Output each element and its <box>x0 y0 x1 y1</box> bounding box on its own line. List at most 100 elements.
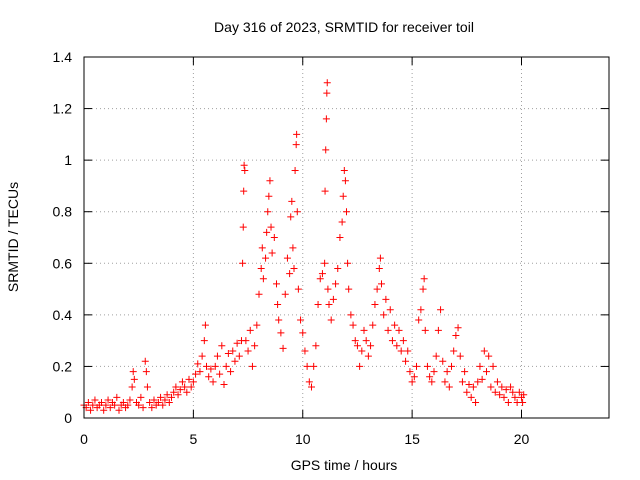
data-point <box>273 280 280 288</box>
y-tick-label: 1.4 <box>53 49 73 65</box>
data-point <box>507 383 515 391</box>
data-point <box>161 396 169 404</box>
data-point <box>174 391 182 399</box>
data-point <box>218 342 226 350</box>
data-point <box>104 396 112 404</box>
data-point <box>469 383 477 391</box>
data-point <box>395 326 403 334</box>
data-point <box>187 383 195 391</box>
data-point <box>258 244 266 252</box>
data-point <box>439 357 447 365</box>
y-tick-label: 0.8 <box>53 204 73 220</box>
data-point <box>124 401 132 409</box>
data-point <box>351 337 359 345</box>
data-point <box>240 161 248 169</box>
data-point <box>229 347 237 355</box>
data-point <box>415 316 423 324</box>
data-point <box>239 259 247 267</box>
data-point <box>293 130 301 138</box>
data-point <box>371 301 379 309</box>
data-point <box>458 378 466 386</box>
data-point <box>325 301 333 309</box>
data-point <box>248 362 256 370</box>
data-point <box>84 399 92 407</box>
data-point <box>480 347 488 355</box>
data-point <box>87 406 95 414</box>
data-point <box>340 166 348 174</box>
data-point <box>434 326 442 334</box>
data-point <box>310 362 318 370</box>
data-point <box>264 208 272 216</box>
data-point <box>493 378 501 386</box>
data-point <box>165 399 173 407</box>
data-point <box>465 380 473 388</box>
data-point <box>294 285 302 293</box>
data-point <box>347 311 355 319</box>
data-point <box>293 208 301 216</box>
data-point <box>150 396 158 404</box>
data-point <box>343 208 350 216</box>
data-point <box>189 378 197 386</box>
data-point <box>259 275 267 283</box>
data-point <box>235 352 243 360</box>
data-point <box>89 401 97 409</box>
data-point <box>91 396 99 404</box>
data-point <box>437 306 445 314</box>
data-point <box>364 352 372 360</box>
data-point <box>511 393 519 401</box>
data-point <box>178 378 186 386</box>
data-point <box>478 375 486 383</box>
data-point <box>244 347 252 355</box>
x-tick-label: 20 <box>514 431 530 447</box>
data-point <box>393 342 401 350</box>
data-point <box>207 365 215 373</box>
data-point <box>324 285 332 293</box>
data-point <box>402 357 410 365</box>
data-point <box>373 285 381 293</box>
data-points <box>80 79 528 414</box>
data-point <box>423 362 431 370</box>
data-point <box>316 275 324 283</box>
data-point <box>205 373 213 381</box>
data-point <box>441 378 449 386</box>
data-point <box>417 306 425 314</box>
data-point <box>100 406 108 414</box>
data-point <box>277 329 285 337</box>
data-point <box>126 396 134 404</box>
data-point <box>251 342 259 350</box>
data-point <box>375 264 383 272</box>
data-point <box>201 321 209 329</box>
data-point <box>281 290 289 298</box>
data-point <box>148 404 156 412</box>
data-point <box>519 399 527 407</box>
y-tick-label: 0.6 <box>53 255 73 271</box>
data-point <box>146 399 154 407</box>
data-point <box>515 388 523 396</box>
data-point <box>321 187 329 195</box>
data-point <box>270 234 278 241</box>
data-point <box>428 378 436 386</box>
data-point <box>323 89 331 97</box>
data-point <box>216 370 224 378</box>
data-point <box>181 383 189 391</box>
data-point <box>413 362 420 370</box>
data-point <box>432 352 440 360</box>
chart-title: Day 316 of 2023, SRMTID for receiver toi… <box>214 19 474 35</box>
data-point <box>224 350 232 358</box>
data-point <box>130 375 138 383</box>
data-point <box>448 362 455 370</box>
data-point <box>289 244 297 252</box>
data-point <box>268 249 276 257</box>
data-point <box>338 218 346 226</box>
data-point <box>322 115 330 123</box>
data-point <box>345 285 353 293</box>
data-point <box>353 342 361 350</box>
data-point <box>378 280 385 288</box>
data-point <box>450 347 458 355</box>
data-point <box>360 326 368 334</box>
data-point <box>406 368 414 376</box>
data-point <box>279 344 287 352</box>
y-tick-label: 1.2 <box>53 101 73 117</box>
data-point <box>421 326 429 334</box>
